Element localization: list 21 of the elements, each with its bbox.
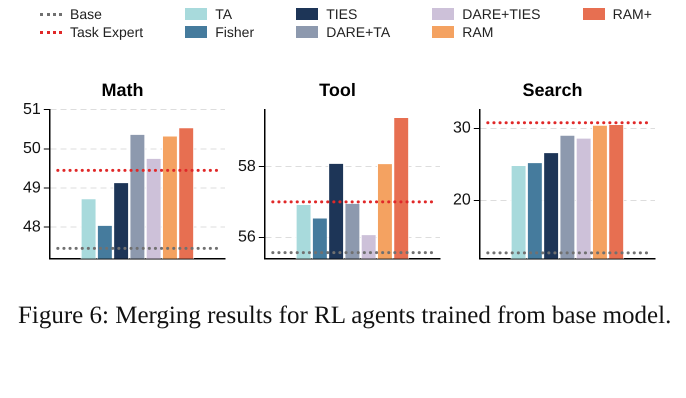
chart-title: Tool bbox=[319, 80, 356, 100]
caption: Figure 6: Merging results for RL agents trained from base model. bbox=[18, 301, 672, 331]
chart-title: Search bbox=[522, 80, 583, 100]
legend-label: RAM bbox=[462, 24, 494, 40]
legend-label: Fisher bbox=[215, 24, 254, 40]
y-tick-label: 58 bbox=[238, 158, 256, 175]
chart-title: Math bbox=[102, 80, 144, 100]
y-tick-label: 30 bbox=[453, 120, 471, 137]
legend-label: TA bbox=[215, 6, 232, 22]
legend-label: Task Expert bbox=[70, 24, 144, 40]
y-tick-label: 20 bbox=[453, 192, 471, 209]
y-tick-label: 49 bbox=[23, 179, 41, 196]
legend-label: DARE+TIES bbox=[462, 6, 540, 22]
legend-label: Base bbox=[70, 6, 102, 22]
legend-label: DARE+TA bbox=[326, 24, 390, 40]
legend-label: TIES bbox=[326, 6, 358, 22]
y-tick-label: 51 bbox=[23, 101, 41, 118]
y-tick-label: 56 bbox=[238, 228, 256, 246]
legend-label: RAM+ bbox=[612, 6, 652, 22]
y-tick-label: 50 bbox=[23, 140, 41, 158]
y-tick-label: 48 bbox=[23, 218, 41, 236]
